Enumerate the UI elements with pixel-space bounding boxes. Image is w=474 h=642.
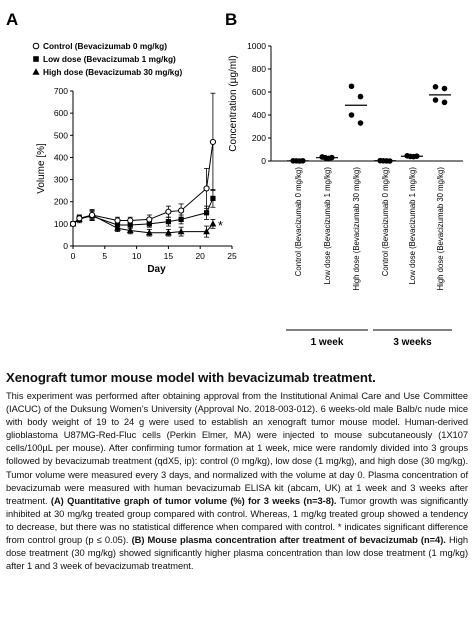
legend-entry: High dose (Bevacizumab 30 mg/kg) <box>43 67 182 77</box>
category-points <box>287 157 309 164</box>
data-point-open-circle <box>32 42 40 50</box>
x-tick-label: 25 <box>227 251 237 261</box>
panel-b: 0 200 400 600 800 1000 Concentration (µg/ml) Co… <box>228 41 463 348</box>
series-line <box>72 198 214 226</box>
caption-body: This experiment was performed after obta… <box>6 390 468 573</box>
panel-label-a: A <box>6 10 18 29</box>
data-point-open-circle <box>76 215 83 222</box>
data-point-square <box>114 222 121 228</box>
series-control <box>69 92 217 227</box>
data-point <box>348 112 355 118</box>
y-tick-label: 700 <box>54 86 68 96</box>
data-point-triangle <box>209 220 217 227</box>
caption-title: Xenograft tumor mouse model with bevaciz… <box>6 370 376 385</box>
y-tick-label: 500 <box>54 130 68 140</box>
y-axis-title: Concentration (µg/ml) <box>228 55 239 151</box>
series-low-dose <box>70 189 216 229</box>
figure-caption: Xenograft tumor mouse model with bevaciz… <box>6 370 468 573</box>
data-point-triangle <box>145 229 153 236</box>
y-tick-label: 0 <box>261 156 266 166</box>
category-points <box>401 153 423 160</box>
data-point <box>432 97 439 103</box>
x-tick-label: 15 <box>164 251 174 261</box>
x-category-label: Low dose (Bevacizumab 1 mg/kg) <box>323 167 332 285</box>
caption-text-1: This experiment was performed after obta… <box>6 391 468 506</box>
data-point <box>441 85 448 92</box>
category-points <box>429 84 451 106</box>
data-point-square <box>127 222 133 228</box>
category-points <box>316 154 338 162</box>
y-axis-title: Volume [%] <box>36 143 47 194</box>
y-tick-label: 400 <box>252 110 266 120</box>
panel-label-b: B <box>225 10 237 29</box>
figure: 0 5 10 15 20 25 0 100 200 300 400 500 600 700 Day Volum… <box>6 10 463 348</box>
data-point-triangle <box>177 228 185 235</box>
data-point-open-circle <box>88 211 96 219</box>
data-point-open-circle <box>203 185 210 192</box>
data-point <box>348 83 355 90</box>
data-point-open-circle <box>146 216 153 223</box>
data-point-square <box>33 56 39 62</box>
data-point-triangle <box>165 229 172 236</box>
x-tick-label: 0 <box>71 251 76 261</box>
caption-text-2: Tumor growth was significantly inhibited… <box>6 495 468 546</box>
data-point <box>357 93 364 100</box>
x-tick-label: 20 <box>195 251 205 261</box>
panel-a: 0 5 10 15 20 25 0 100 200 300 400 500 600 700 Day Volum… <box>32 41 237 275</box>
significance-asterisk: * <box>218 218 223 233</box>
data-point-triangle <box>32 68 40 75</box>
category-points <box>345 83 367 126</box>
group-label: 3 weeks <box>393 337 432 348</box>
data-point-square <box>178 216 184 223</box>
y-tick-label: 600 <box>54 108 68 118</box>
data-point-open-circle <box>127 217 134 224</box>
x-category-label: Control (Bevacizumab 0 mg/kg) <box>294 167 303 277</box>
x-axis-title: Day <box>147 264 166 275</box>
y-tick-label: 400 <box>54 152 68 162</box>
legend-entry: Low dose (Bevacizumab 1 mg/kg) <box>43 54 176 64</box>
data-point-square <box>165 219 171 225</box>
data-point-square <box>210 195 216 201</box>
x-category-label: Low dose (Bevacizumab 1 mg/kg) <box>408 167 417 285</box>
data-point-open-circle <box>209 138 217 146</box>
legend-entry: Control (Bevacizumab 0 mg/kg) <box>43 41 167 51</box>
y-tick-label: 1000 <box>247 41 266 51</box>
data-point-open-circle <box>165 208 172 215</box>
category-points <box>374 157 396 164</box>
y-tick-label: 100 <box>54 219 68 229</box>
x-category-label: High dose (Bevacizumab 30 mg/kg) <box>352 167 361 291</box>
y-tick-label: 800 <box>252 64 266 74</box>
series-line <box>72 141 214 225</box>
caption-bold-a: (A) Quantitative graph of tumor volume (… <box>50 495 337 506</box>
x-tick-label: 10 <box>132 251 142 261</box>
data-point <box>441 99 448 106</box>
data-point-triangle <box>203 228 210 235</box>
y-tick-label: 600 <box>252 87 266 97</box>
data-point-open-circle <box>69 220 77 227</box>
x-category-label: High dose (Bevacizumab 30 mg/kg) <box>436 167 445 291</box>
x-category-label: Control (Bevacizumab 0 mg/kg) <box>381 167 390 277</box>
data-point-square <box>203 210 210 216</box>
data-point-triangle <box>126 226 134 234</box>
caption-text-3: High dose treatment (30 mg/kg) showed si… <box>6 535 468 572</box>
data-point <box>357 120 364 126</box>
y-tick-label: 200 <box>252 133 266 143</box>
data-point <box>432 84 439 90</box>
data-point-open-circle <box>178 207 185 214</box>
data-point-open-circle <box>114 217 121 224</box>
caption-bold-b: (B) Mouse plasma concentration after tre… <box>131 535 446 546</box>
x-tick-label: 5 <box>102 251 107 261</box>
y-tick-label: 200 <box>54 197 68 207</box>
y-tick-label: 0 <box>63 241 68 251</box>
y-tick-label: 300 <box>54 175 68 185</box>
group-label: 1 week <box>311 337 344 348</box>
